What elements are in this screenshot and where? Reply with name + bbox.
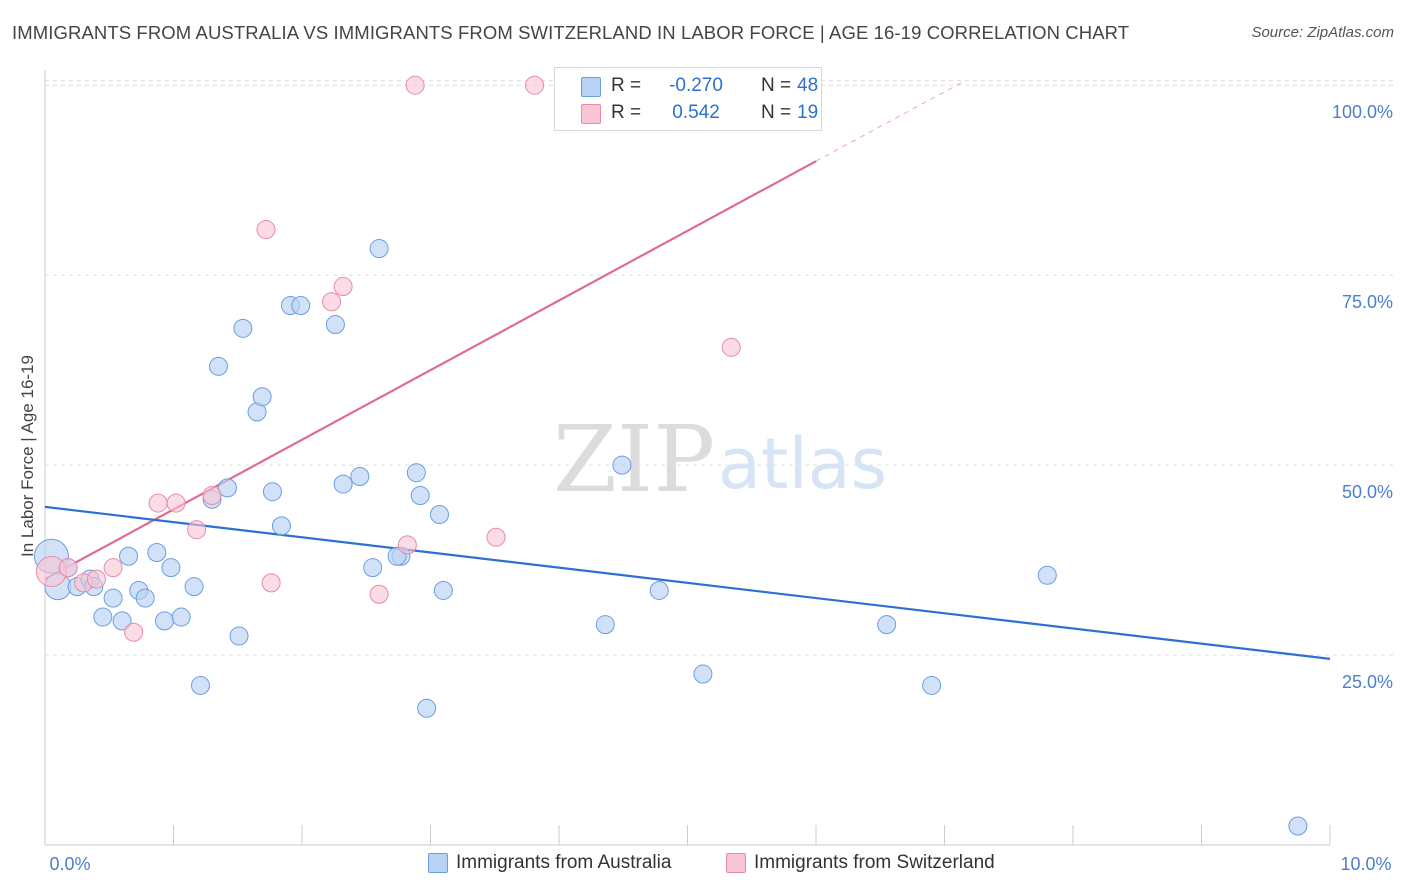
legend-swatch-australia <box>581 77 601 97</box>
point-switzerland <box>124 622 144 642</box>
point-australia <box>595 615 615 635</box>
point-australia <box>161 558 181 578</box>
legend-n-label: N = <box>761 102 792 123</box>
point-australia <box>1037 565 1057 585</box>
point-australia <box>429 504 449 524</box>
point-switzerland <box>525 75 545 95</box>
legend-r-label: R = <box>611 75 642 96</box>
bottom-legend-label: Immigrants from Australia <box>456 852 672 873</box>
point-australia <box>649 580 669 600</box>
legend-r-value: -0.270 <box>669 75 723 96</box>
point-australia <box>190 675 210 695</box>
point-australia <box>233 318 253 338</box>
point-switzerland <box>405 75 425 95</box>
point-switzerland <box>256 220 276 240</box>
point-switzerland <box>103 558 123 578</box>
axes <box>44 70 1331 846</box>
point-switzerland <box>397 535 417 555</box>
legend-swatch-switzerland <box>581 104 601 124</box>
point-australia <box>1288 816 1308 836</box>
chart-title: IMMIGRANTS FROM AUSTRALIA VS IMMIGRANTS … <box>12 22 1130 43</box>
point-australia <box>363 558 383 578</box>
point-switzerland <box>58 558 78 578</box>
point-australia <box>171 607 191 627</box>
point-australia <box>922 675 942 695</box>
legend-n-value: 48 <box>797 75 819 96</box>
point-australia <box>410 485 430 505</box>
point-switzerland <box>86 569 106 589</box>
point-switzerland <box>148 493 168 513</box>
point-australia <box>433 580 453 600</box>
trend-line-australia <box>44 505 1331 660</box>
point-australia <box>369 239 389 259</box>
point-australia <box>208 356 228 376</box>
point-australia <box>417 698 437 718</box>
point-switzerland <box>721 337 741 357</box>
point-australia <box>119 546 139 566</box>
point-australia <box>112 611 132 631</box>
y-tick-label: 75.0% <box>1342 292 1393 312</box>
point-australia <box>291 296 311 316</box>
source-credit: Source: ZipAtlas.com <box>1251 24 1394 41</box>
point-australia <box>612 455 632 475</box>
point-australia <box>262 482 282 502</box>
y-tick-label: 50.0% <box>1342 482 1393 502</box>
watermark: ZIP atlas <box>553 406 887 513</box>
point-australia <box>877 615 897 635</box>
watermark-atlas: atlas <box>718 423 887 505</box>
point-australia <box>350 466 370 486</box>
point-australia <box>147 542 167 562</box>
point-australia <box>252 387 272 407</box>
x-tick-label: 10.0% <box>1340 854 1391 874</box>
point-australia <box>333 474 353 494</box>
point-australia <box>135 588 155 608</box>
point-switzerland <box>202 485 222 505</box>
point-switzerland <box>333 277 353 297</box>
point-australia <box>93 607 113 627</box>
point-australia <box>693 664 713 684</box>
watermark-zip: ZIP <box>553 406 715 513</box>
point-australia <box>184 577 204 597</box>
y-tick-label: 100.0% <box>1332 102 1393 122</box>
legend-n-value: 19 <box>797 102 819 123</box>
legend-n-label: N = <box>761 75 792 96</box>
data-points <box>33 75 1308 836</box>
legend-r-value: 0.542 <box>672 102 720 123</box>
gridlines <box>45 80 1395 656</box>
point-australia <box>103 588 123 608</box>
point-australia <box>155 611 175 631</box>
x-tick-label: 0.0% <box>49 854 90 874</box>
point-australia <box>229 626 249 646</box>
trend-line-switzerland-extension <box>815 80 965 162</box>
trend-lines <box>44 80 1331 660</box>
y-tick-labels: 25.0% 50.0% 75.0% 100.0% <box>1332 102 1393 692</box>
y-tick-label: 25.0% <box>1342 672 1393 692</box>
bottom-legend-swatch-switzerland <box>726 853 746 873</box>
point-australia <box>271 516 291 536</box>
point-switzerland <box>187 520 207 540</box>
correlation-legend: R = -0.270 N = 48 R = 0.542 N = 19 <box>554 67 822 131</box>
legend-r-label: R = <box>611 102 642 123</box>
point-australia <box>406 463 426 483</box>
point-australia <box>217 478 237 498</box>
x-tick-labels: 0.0% 10.0% <box>49 854 1391 874</box>
bottom-legend-swatch-australia <box>428 853 448 873</box>
point-switzerland <box>486 527 506 547</box>
point-switzerland <box>261 573 281 593</box>
point-switzerland <box>369 584 389 604</box>
point-switzerland <box>166 493 186 513</box>
point-australia <box>325 315 345 335</box>
bottom-legend-label: Immigrants from Switzerland <box>754 852 995 873</box>
point-switzerland <box>322 292 342 312</box>
